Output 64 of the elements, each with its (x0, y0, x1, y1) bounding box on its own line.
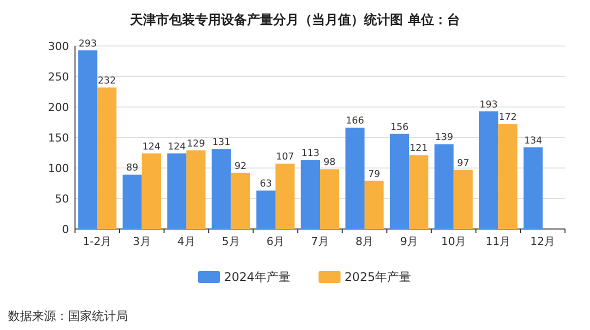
x-tick-label: 7月 (311, 235, 329, 248)
x-tick-label: 1-2月 (82, 235, 112, 248)
y-tick-label: 300 (48, 40, 69, 53)
source-note: 数据来源：国家统计局 (8, 309, 128, 323)
bar (524, 147, 543, 229)
data-label: 107 (276, 152, 294, 163)
bar (122, 174, 142, 229)
x-tick-label: 12月 (530, 235, 556, 248)
bar (97, 87, 116, 229)
x-tick-label: 8月 (356, 235, 374, 248)
x-tick-label: 6月 (266, 235, 284, 248)
data-label: 232 (98, 75, 116, 86)
chart-title: 天津市包装专用设备产量分月（当月值）统计图 单位：台 (129, 12, 460, 28)
bar (345, 128, 365, 229)
bar (479, 111, 498, 229)
bar (320, 169, 340, 229)
bar (409, 155, 428, 229)
data-label: 172 (498, 112, 517, 124)
data-label: 139 (434, 132, 454, 144)
data-label: 92 (234, 160, 247, 172)
data-label: 134 (524, 135, 542, 146)
y-tick-label: 250 (48, 70, 69, 84)
data-label: 79 (368, 168, 380, 180)
bar (212, 149, 231, 229)
data-label: 193 (480, 99, 498, 110)
data-label: 113 (301, 148, 320, 160)
bar (167, 153, 186, 229)
data-label: 97 (457, 158, 470, 169)
y-tick-label: 100 (48, 162, 69, 175)
x-tick-label: 9月 (400, 235, 418, 248)
bar (275, 164, 295, 229)
y-tick-label: 50 (55, 192, 69, 206)
data-label: 129 (186, 138, 206, 150)
data-label: 156 (390, 122, 409, 133)
y-tick-label: 200 (48, 101, 69, 114)
bar (498, 124, 518, 229)
legend-label: 2024年产量 (224, 270, 291, 284)
x-tick-label: 11月 (486, 235, 511, 248)
y-tick-label: 0 (62, 223, 69, 236)
y-tick-label: 150 (48, 132, 69, 144)
data-label: 121 (410, 143, 428, 154)
data-label: 131 (212, 137, 230, 148)
x-tick-label: 4月 (177, 235, 196, 248)
bar (454, 170, 473, 229)
bar (390, 134, 410, 229)
bar (78, 50, 98, 229)
bar (300, 160, 320, 229)
data-label: 166 (346, 116, 364, 127)
x-tick-label: 10月 (441, 235, 466, 248)
bar (256, 190, 276, 229)
data-label: 124 (168, 141, 186, 152)
bar (434, 144, 454, 229)
data-label: 124 (142, 141, 160, 152)
x-tick-label: 5月 (222, 235, 240, 248)
x-tick-label: 3月 (132, 235, 151, 248)
bar (364, 180, 384, 229)
data-label: 293 (78, 38, 97, 50)
data-label: 63 (260, 178, 272, 190)
bar (142, 153, 161, 229)
data-label: 98 (324, 157, 336, 168)
bar (230, 172, 250, 229)
data-label: 89 (126, 162, 138, 174)
legend-label: 2025年产量 (344, 270, 412, 284)
bar (186, 150, 206, 229)
